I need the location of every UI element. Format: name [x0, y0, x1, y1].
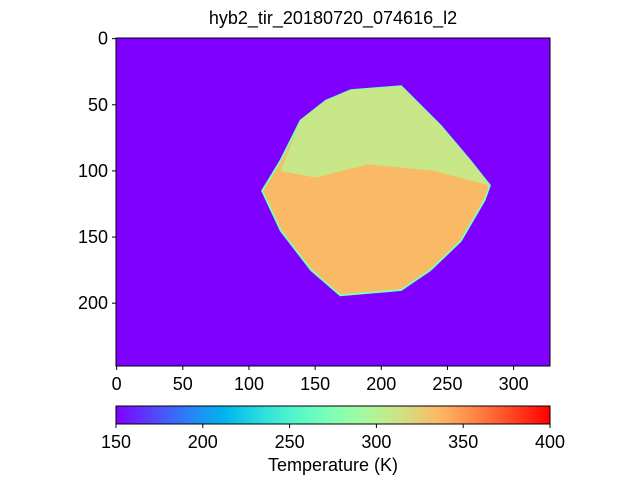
colorbar-tick-label: 150 — [101, 432, 131, 452]
x-tick-label: 150 — [300, 374, 330, 394]
x-tick-label: 200 — [366, 374, 396, 394]
y-tick-label: 0 — [98, 29, 108, 49]
y-tick-label: 100 — [78, 161, 108, 181]
y-tick-label: 150 — [78, 227, 108, 247]
region — [280, 86, 490, 186]
y-tick-label: 200 — [78, 293, 108, 313]
colorbar-tick-label: 200 — [188, 432, 218, 452]
x-tick-label: 250 — [432, 374, 462, 394]
chart-title: hyb2_tir_20180720_074616_l2 — [209, 8, 457, 29]
colorbar-label: Temperature (K) — [268, 455, 398, 475]
y-tick-label: 50 — [88, 95, 108, 115]
colorbar — [115, 405, 551, 425]
x-tick-label: 300 — [499, 374, 529, 394]
x-tick-label: 100 — [234, 374, 264, 394]
colorbar-tick-label: 300 — [361, 432, 391, 452]
colorbar-tick-label: 250 — [275, 432, 305, 452]
axes-frame — [115, 37, 551, 367]
image — [116, 38, 550, 366]
colorbar-tick-label: 350 — [448, 432, 478, 452]
x-tick-label: 50 — [173, 374, 193, 394]
colorbar-tick-label: 400 — [535, 432, 565, 452]
x-tick-label: 0 — [112, 374, 122, 394]
